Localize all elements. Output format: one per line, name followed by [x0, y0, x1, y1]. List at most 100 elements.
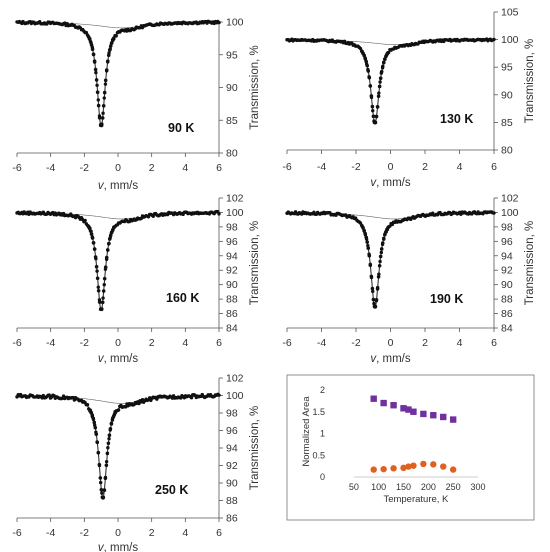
data-point	[113, 410, 118, 415]
data-point	[106, 53, 111, 58]
data-point	[365, 240, 370, 244]
inset-x-tick-label: 150	[396, 482, 411, 492]
x-axis-title: v, mm/s	[370, 353, 410, 365]
data-point	[104, 459, 109, 464]
data-point	[99, 488, 104, 492]
data-point	[106, 441, 111, 446]
inset-point-series-1	[400, 405, 407, 412]
data-point	[89, 232, 94, 236]
data-point	[105, 60, 110, 64]
x-tick-label: -2	[351, 161, 360, 173]
data-point	[98, 480, 103, 485]
data-point	[368, 263, 373, 267]
data-point	[217, 393, 221, 397]
inset-y-tick-label: 0	[320, 472, 325, 482]
data-point	[376, 94, 381, 98]
inset-frame	[286, 374, 535, 521]
temperature-label: 130 K	[440, 112, 473, 126]
y-tick-label: 96	[501, 236, 513, 248]
data-point	[106, 241, 111, 246]
inset-point-series-2	[410, 462, 417, 469]
x-tick-label: 2	[149, 162, 155, 174]
y-axis-title: Transmission, %	[524, 221, 536, 306]
data-point	[100, 300, 105, 305]
y-tick-label: 105	[501, 7, 519, 19]
inset-y-tick-label: 0.5	[312, 450, 325, 460]
x-tick-label: -4	[46, 527, 55, 539]
data-point	[93, 255, 98, 259]
data-point	[368, 84, 373, 88]
data-point	[88, 229, 93, 233]
data-point	[374, 114, 379, 119]
temperature-label: 90 K	[168, 121, 194, 135]
data-point	[95, 269, 99, 273]
inset-point-series-1	[420, 410, 427, 418]
data-point	[373, 304, 378, 309]
x-tick-label: 2	[422, 337, 428, 349]
data-point	[99, 123, 104, 128]
data-point	[88, 39, 93, 44]
data-point	[377, 263, 382, 268]
x-axis-title: v, mm/s	[370, 177, 410, 189]
y-tick-label: 102	[226, 373, 244, 385]
data-point	[104, 255, 109, 260]
data-point	[107, 237, 112, 241]
y-tick-label: 100	[501, 34, 519, 46]
y-tick-label: 98	[501, 221, 513, 233]
data-point	[386, 51, 390, 55]
inset-x-axis-title: Temperature, K	[383, 494, 449, 505]
x-tick-label: -2	[351, 337, 360, 349]
data-point	[102, 96, 106, 100]
data-point	[94, 78, 99, 82]
data-point	[91, 416, 96, 421]
inset-point-series-1	[405, 406, 412, 413]
y-tick-label: 98	[226, 221, 238, 233]
x-axis-title: v, mm/s	[98, 180, 138, 192]
y-tick-label: 88	[226, 495, 238, 507]
data-point	[103, 82, 108, 86]
x-axis-title: v, mm/s	[98, 353, 138, 365]
x-tick-label: 6	[216, 162, 222, 174]
y-tick-label: 100	[226, 207, 244, 219]
data-point	[114, 34, 118, 38]
data-point	[366, 69, 371, 73]
data-point	[90, 413, 95, 417]
x-tick-label: 4	[457, 161, 463, 173]
data-point	[367, 253, 372, 258]
data-point	[91, 52, 96, 57]
y-tick-label: 102	[226, 193, 244, 205]
inset-point-series-1	[440, 413, 447, 421]
data-point	[96, 450, 101, 455]
data-point	[381, 236, 386, 241]
data-point	[107, 433, 112, 438]
spectrum-panel-3: -6 -4 -2 0 2 4 6 84 86 88 90 92 94 96 98 100 102 Transmis…	[12, 193, 261, 366]
spectrum-panel-5: -6 -4 -2 0 2 4 6 86 88 90 92 94 96 98 100 102 Transmissi…	[12, 373, 261, 552]
data-point	[98, 476, 103, 480]
data-point	[95, 83, 99, 87]
x-tick-label: 2	[149, 527, 155, 539]
data-point	[94, 70, 98, 75]
fit-curve	[17, 21, 220, 128]
inset-point-series-2	[440, 463, 447, 470]
x-tick-label: -4	[46, 162, 55, 174]
y-tick-label: 94	[226, 250, 238, 262]
y-tick-label: 100	[226, 390, 244, 402]
data-point	[89, 43, 94, 47]
x-tick-label: 2	[422, 161, 428, 173]
x-tick-label: 4	[182, 337, 188, 349]
y-tick-label: 90	[501, 89, 513, 101]
data-point	[96, 103, 101, 108]
data-point	[383, 232, 387, 237]
data-point	[371, 297, 376, 302]
data-point	[103, 476, 108, 481]
y-tick-label: 96	[226, 425, 238, 437]
data-point	[364, 235, 368, 240]
inset-point-series-2	[449, 466, 457, 473]
data-point	[492, 211, 496, 215]
y-tick-label: 102	[501, 193, 519, 205]
data-point	[358, 46, 363, 51]
data-point	[101, 111, 105, 115]
y-tick-label: 90	[226, 82, 238, 94]
spectrum-panel-4: -6 -4 -2 0 2 4 6 84 86 88 90 92 94 96 98 100 102 Transmis…	[282, 193, 536, 366]
data-point	[371, 289, 375, 294]
